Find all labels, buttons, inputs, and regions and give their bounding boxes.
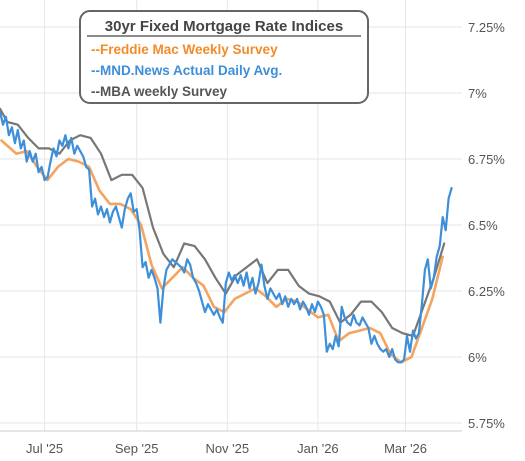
y-axis-ticks: 7.25% 7% 6.75% 6.5% 6.25% 6% 5.75%: [468, 20, 505, 431]
y-tick-label: 6.75%: [468, 152, 505, 167]
series-line-0: [0, 139, 444, 364]
y-tick-label: 5.75%: [468, 416, 505, 431]
y-tick-label: 7%: [468, 86, 487, 101]
series-lines: [0, 107, 453, 364]
y-tick-label: 6.25%: [468, 284, 505, 299]
series-line-1: [0, 110, 453, 364]
x-tick-label: Jan '26: [297, 441, 339, 456]
y-tick-label: 6.5%: [468, 218, 498, 233]
legend-entry: --Freddie Mac Weekly Survey: [91, 42, 278, 57]
x-tick-label: Sep '25: [115, 441, 159, 456]
legend-box: [79, 10, 369, 104]
y-tick-label: 7.25%: [468, 20, 505, 35]
legend: 30yr Fixed Mortgage Rate Indices --Fredd…: [79, 10, 369, 104]
legend-items: --Freddie Mac Weekly Survey --MND.News Ac…: [91, 42, 282, 99]
x-tick-label: Mar '26: [384, 441, 427, 456]
chart-title: 30yr Fixed Mortgage Rate Indices: [105, 18, 343, 35]
legend-entry: --MBA weekly Survey: [91, 84, 228, 99]
y-tick-label: 6%: [468, 350, 487, 365]
x-tick-label: Nov '25: [205, 441, 249, 456]
legend-entry: --MND.News Actual Daily Avg.: [91, 63, 282, 78]
x-tick-label: Jul '25: [26, 441, 63, 456]
x-axis-ticks: Jul '25 Sep '25 Nov '25 Jan '26 Mar '26: [26, 441, 427, 456]
